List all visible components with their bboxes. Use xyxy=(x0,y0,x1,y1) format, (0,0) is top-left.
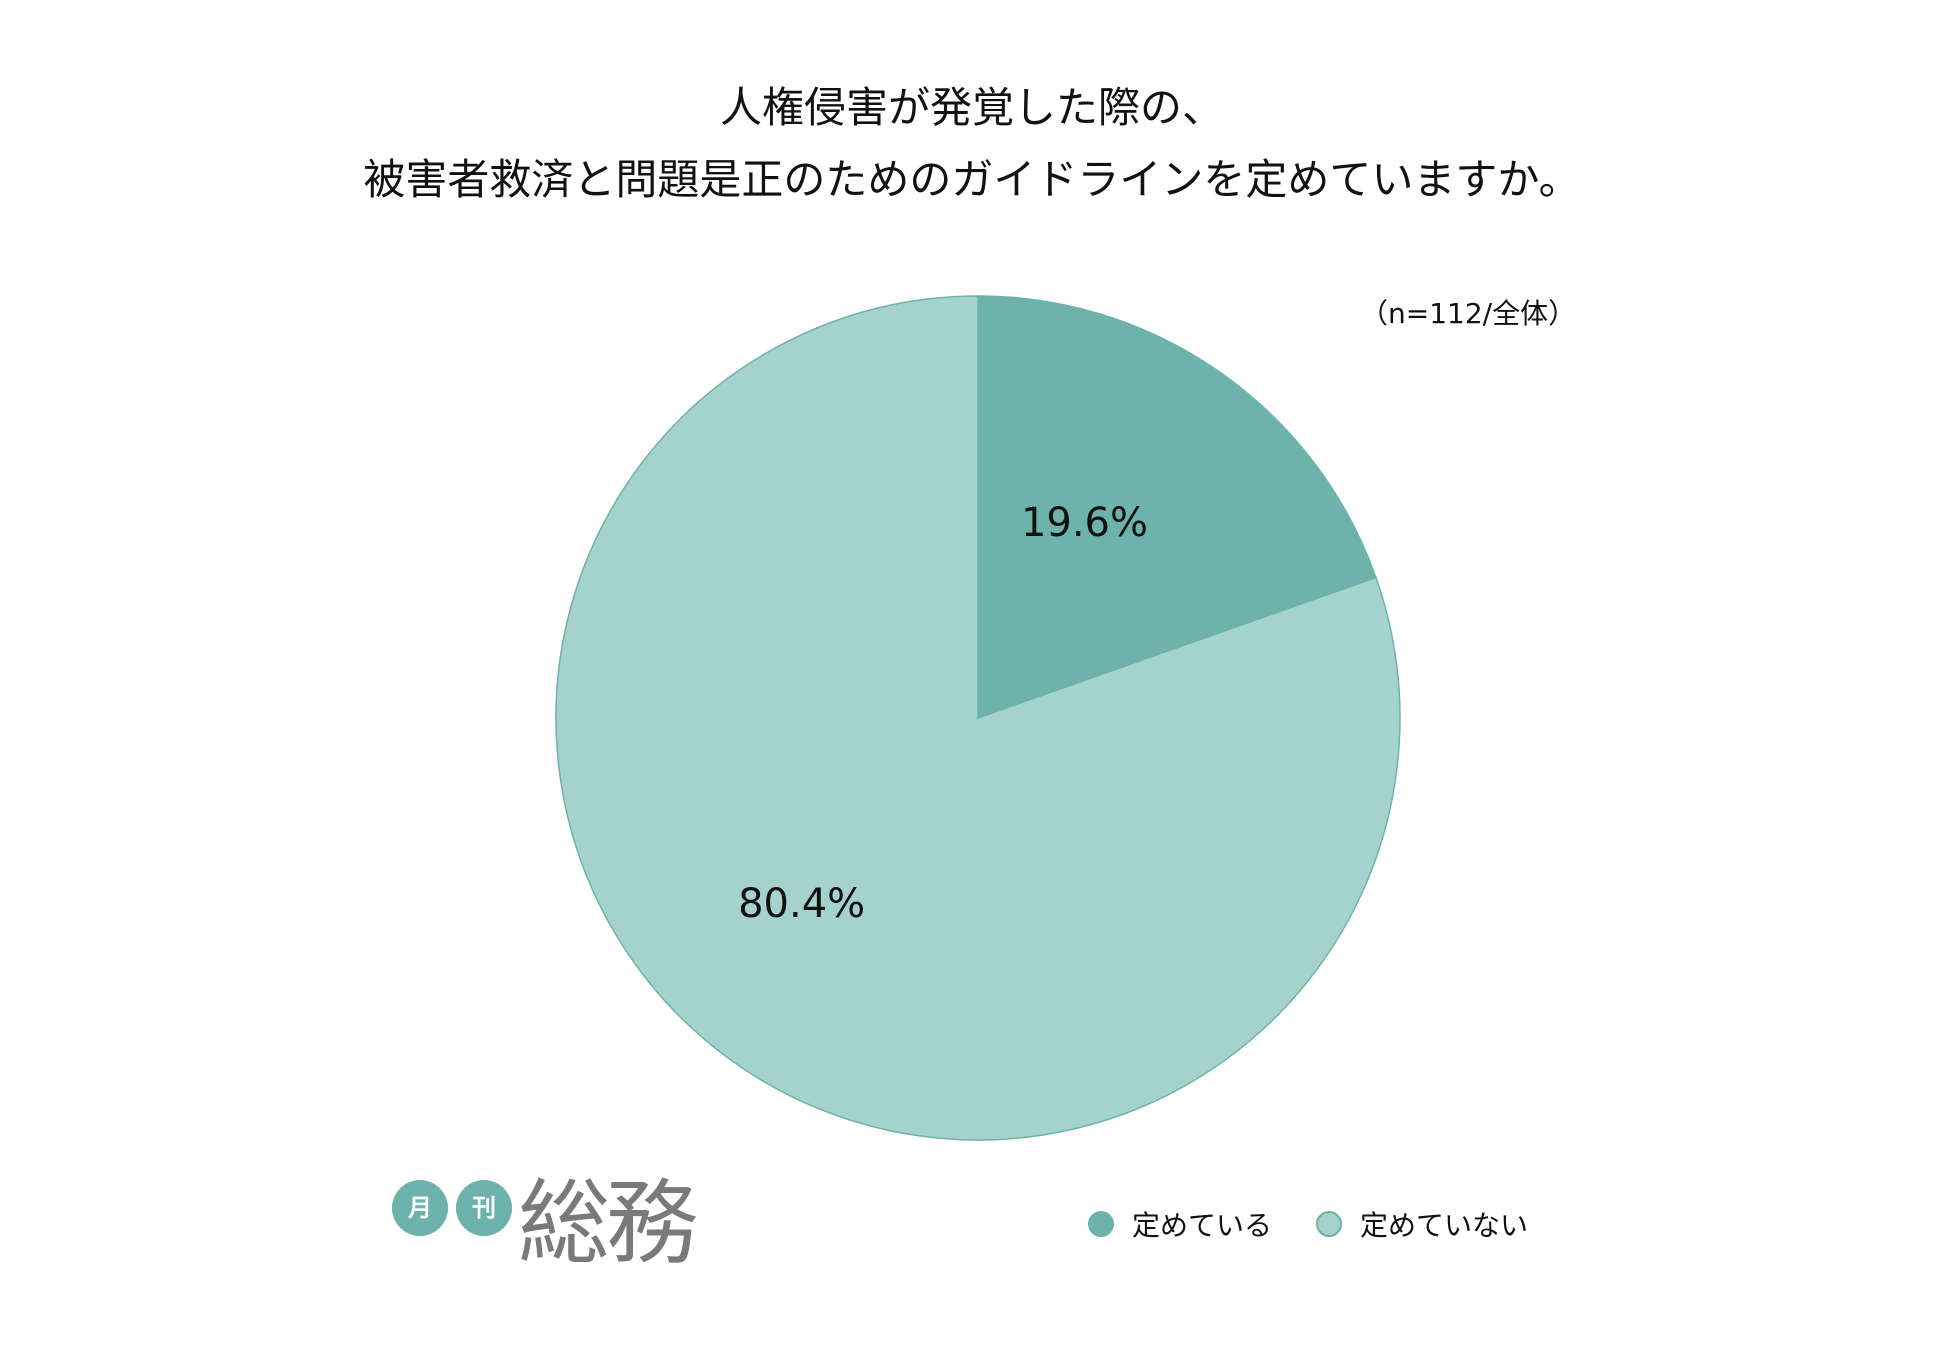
logo-wordmark: 総務 xyxy=(518,1170,698,1277)
chart-title-line-1: 人権侵害が発覚した際の、 xyxy=(719,83,1224,132)
slice-label-not-defined: 80.4% xyxy=(738,881,865,927)
logo-badge-issue: 刊 xyxy=(456,1180,512,1236)
legend-item-not-defined: 定めていない xyxy=(1316,1204,1528,1244)
sample-size-note: （n=112/全体） xyxy=(1360,297,1577,330)
logo-badge-monthly: 月 xyxy=(392,1180,448,1236)
slice-label-defined: 19.6% xyxy=(1021,500,1148,546)
legend-swatch-not-defined xyxy=(1316,1211,1343,1237)
chart-legend: 定めている 定めていない xyxy=(1088,1204,1572,1244)
legend-label-not-defined: 定めていない xyxy=(1360,1209,1529,1242)
chart-title-line-2: 被害者救済と問題是正のためのガイドラインを定めていますか。 xyxy=(363,155,1581,204)
legend-label-defined: 定めている xyxy=(1132,1209,1273,1242)
legend-swatch-defined xyxy=(1088,1211,1114,1237)
gekkan-somu-logo: 月 刊 総務 xyxy=(392,1170,698,1280)
pie-slice-not-defined xyxy=(555,295,1401,1141)
legend-item-defined: 定めている xyxy=(1088,1204,1272,1244)
